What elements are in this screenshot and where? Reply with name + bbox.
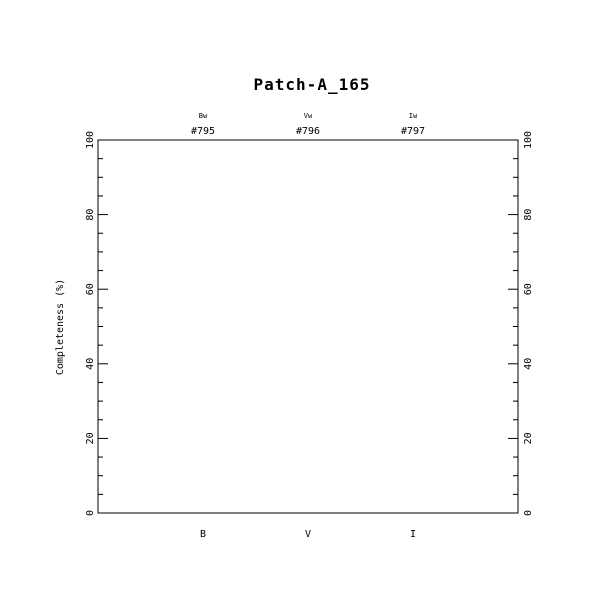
y-tick-label-left: 60 xyxy=(85,283,96,295)
top-id-label: #795 xyxy=(191,126,215,137)
x-category-label: I xyxy=(410,529,416,540)
y-tick-label-left: 40 xyxy=(85,358,96,370)
y-axis-label: Completeness (%) xyxy=(55,279,66,375)
y-tick-label-left: 100 xyxy=(85,131,96,149)
x-category-label: V xyxy=(305,529,311,540)
plot-frame xyxy=(97,139,519,514)
top-id-label: #797 xyxy=(401,126,425,137)
y-tick-label-right: 80 xyxy=(523,209,534,221)
y-tick-label-right: 60 xyxy=(523,283,534,295)
top-filter-label: Iw xyxy=(409,112,418,120)
y-tick-label-left: 80 xyxy=(85,209,96,221)
y-tick-label-right: 20 xyxy=(523,432,534,444)
y-tick-label-left: 0 xyxy=(85,510,96,516)
chart-title: Patch-A_165 xyxy=(254,75,371,94)
top-filter-label: Vw xyxy=(304,112,313,120)
x-category-label: B xyxy=(200,529,206,540)
y-tick-label-right: 40 xyxy=(523,358,534,370)
y-tick-label-right: 0 xyxy=(523,510,534,516)
y-tick-label-right: 100 xyxy=(523,131,534,149)
y-tick-label-left: 20 xyxy=(85,432,96,444)
top-id-label: #796 xyxy=(296,126,320,137)
top-filter-label: Bw xyxy=(199,112,208,120)
